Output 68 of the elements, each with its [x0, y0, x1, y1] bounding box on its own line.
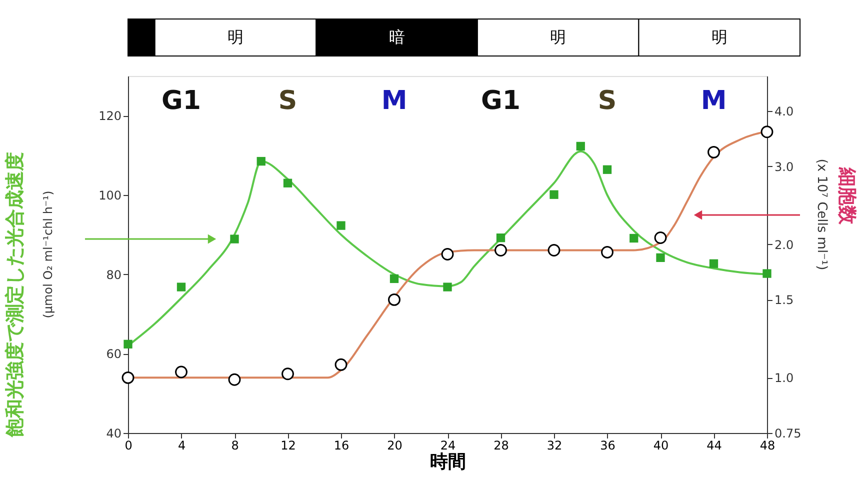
point: [390, 274, 399, 284]
point: [228, 373, 241, 386]
point: [441, 248, 454, 260]
x-tick-label: 4: [178, 438, 186, 452]
point: [654, 232, 667, 244]
point: [283, 178, 292, 188]
point: [708, 146, 720, 158]
y-tick-label: 80: [106, 268, 122, 282]
annotation: G1: [481, 86, 520, 116]
y2-tick-label: 0.75: [774, 426, 802, 440]
point: [548, 244, 560, 256]
point: [494, 244, 507, 256]
x-tick-label: 48: [760, 438, 776, 452]
y-tick-label: 100: [98, 188, 122, 202]
point: [630, 234, 638, 243]
point: [602, 165, 612, 174]
series-label: 明: [550, 28, 566, 46]
series-label: 暗: [388, 28, 405, 46]
x-tick-label: 20: [387, 438, 402, 452]
y-tick-label: 120: [98, 109, 122, 124]
y-tick-label: 40: [106, 426, 122, 440]
point: [496, 234, 506, 242]
point: [282, 368, 294, 380]
point: [388, 293, 400, 306]
text: 飽和光強度で測定した光合成速度: [4, 152, 26, 437]
point: [122, 371, 134, 384]
y2-tick-label: 4.0: [774, 104, 794, 119]
y2-tick-label: 3.0: [774, 160, 794, 174]
annotation: M: [700, 86, 727, 116]
x-tick-label: 16: [334, 438, 350, 452]
series-label: 明: [228, 28, 244, 46]
annotation: M: [381, 86, 408, 116]
annotation: S: [598, 86, 617, 116]
x-tick-label: 8: [231, 438, 239, 452]
x-tick-label: 40: [653, 438, 669, 452]
annotation: S: [278, 86, 298, 116]
x-tick-label: 24: [440, 438, 456, 452]
point: [443, 282, 452, 292]
point: [336, 221, 346, 230]
point: [175, 366, 188, 378]
text: 細胞数: [836, 168, 858, 224]
x-tick-label: 36: [600, 438, 616, 452]
point: [601, 246, 614, 258]
point: [760, 126, 774, 138]
x-tick-label: 0: [124, 438, 132, 452]
point: [124, 340, 132, 348]
annotation: G1: [162, 86, 201, 116]
y2-tick-label: 1.5: [774, 293, 794, 308]
point: [656, 253, 665, 262]
x-tick-label: 28: [494, 438, 509, 452]
point: [576, 142, 585, 151]
x-axis-title: 時間: [430, 452, 466, 472]
point: [230, 234, 239, 244]
point: [256, 156, 266, 166]
y2-tick-label: 2.0: [774, 238, 794, 252]
point: [762, 269, 772, 278]
x-tick-label: 32: [546, 438, 562, 452]
text: (x 10⁷ Cells ml⁻¹): [814, 158, 829, 270]
series-label: 明: [711, 28, 728, 46]
point: [550, 190, 558, 199]
point: [709, 259, 718, 268]
y-tick-label: 60: [106, 347, 122, 362]
y2-tick-label: 1.0: [774, 371, 794, 386]
x-tick-label: 44: [706, 438, 722, 452]
x-tick-label: 12: [280, 438, 296, 452]
point: [334, 358, 348, 371]
point: [176, 282, 186, 292]
text: (µmol O₂ ml⁻¹chl h⁻¹): [41, 190, 55, 318]
